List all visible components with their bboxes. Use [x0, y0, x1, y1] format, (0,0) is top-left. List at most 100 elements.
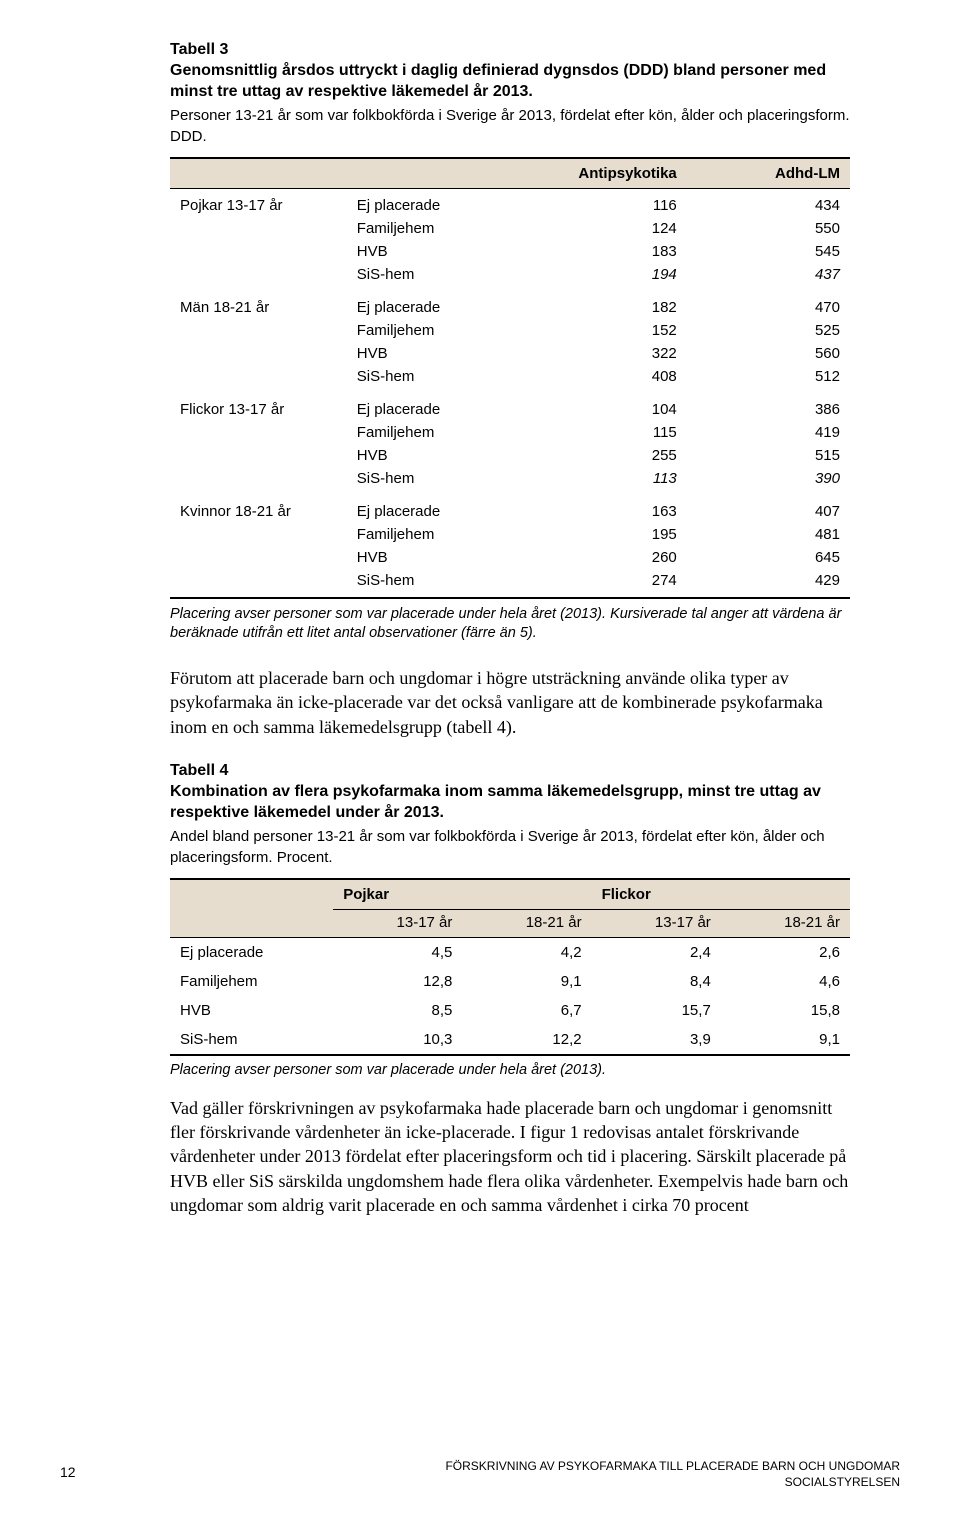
table-row: SiS-hem113390: [170, 467, 850, 495]
cell-value: 163: [524, 495, 687, 523]
row-name: HVB: [347, 444, 524, 467]
row-name: Familjehem: [347, 319, 524, 342]
table-row: HVB322560: [170, 342, 850, 365]
table-row: HVB260645: [170, 546, 850, 569]
footer-line2: SOCIALSTYRELSEN: [785, 1475, 900, 1489]
table3-title: Genomsnittlig årsdos uttryckt i daglig d…: [170, 62, 826, 100]
page-number: 12: [60, 1464, 76, 1480]
cell-value: 4,2: [462, 937, 591, 967]
table3-label: Tabell 3: [170, 41, 228, 58]
group-label: Män 18-21 år: [170, 291, 347, 319]
table-row: Familjehem115419: [170, 421, 850, 444]
table-row: Familjehem12,89,18,44,6: [170, 967, 850, 996]
row-name: Familjehem: [347, 217, 524, 240]
group-label: Flickor 13-17 år: [170, 393, 347, 421]
table-row: Familjehem124550: [170, 217, 850, 240]
row-name: HVB: [170, 996, 333, 1025]
table3-sub: Personer 13-21 år som var folkbokförda i…: [170, 106, 850, 147]
table4-title: Kombination av flera psykofarmaka inom s…: [170, 783, 821, 821]
row-name: Ej placerade: [347, 495, 524, 523]
row-name: Familjehem: [347, 523, 524, 546]
group-label: [170, 569, 347, 598]
row-name: HVB: [347, 240, 524, 263]
cell-value: 512: [687, 365, 850, 393]
table4: Pojkar Flickor 13-17 år 18-21 år 13-17 å…: [170, 878, 850, 1056]
cell-value: 274: [524, 569, 687, 598]
t4-sub2: 18-21 år: [462, 909, 591, 937]
group-label: [170, 319, 347, 342]
cell-value: 9,1: [462, 967, 591, 996]
cell-value: 6,7: [462, 996, 591, 1025]
table-row: Flickor 13-17 årEj placerade104386: [170, 393, 850, 421]
cell-value: 407: [687, 495, 850, 523]
cell-value: 9,1: [721, 1025, 850, 1055]
table-row: SiS-hem274429: [170, 569, 850, 598]
cell-value: 560: [687, 342, 850, 365]
row-name: Ej placerade: [347, 393, 524, 421]
group-label: [170, 217, 347, 240]
cell-value: 545: [687, 240, 850, 263]
cell-value: 419: [687, 421, 850, 444]
cell-value: 8,5: [333, 996, 462, 1025]
cell-value: 12,2: [462, 1025, 591, 1055]
row-name: Ej placerade: [347, 291, 524, 319]
cell-value: 2,6: [721, 937, 850, 967]
row-name: SiS-hem: [347, 569, 524, 598]
row-name: Ej placerade: [347, 188, 524, 217]
table4-note: Placering avser personer som var placera…: [170, 1062, 850, 1078]
row-name: Familjehem: [170, 967, 333, 996]
group-label: [170, 421, 347, 444]
page-footer: 12 FÖRSKRIVNING AV PSYKOFARMAKA TILL PLA…: [0, 1458, 960, 1490]
cell-value: 434: [687, 188, 850, 217]
cell-value: 116: [524, 188, 687, 217]
group-label: [170, 523, 347, 546]
table3-caption: Tabell 3 Genomsnittlig årsdos uttryckt i…: [170, 40, 850, 102]
row-name: Familjehem: [347, 421, 524, 444]
table-row: HVB183545: [170, 240, 850, 263]
row-name: SiS-hem: [170, 1025, 333, 1055]
group-label: [170, 546, 347, 569]
cell-value: 550: [687, 217, 850, 240]
cell-value: 255: [524, 444, 687, 467]
t3-col2: Adhd-LM: [687, 158, 850, 189]
row-name: SiS-hem: [347, 365, 524, 393]
cell-value: 260: [524, 546, 687, 569]
group-label: Kvinnor 18-21 år: [170, 495, 347, 523]
cell-value: 2,4: [592, 937, 721, 967]
cell-value: 470: [687, 291, 850, 319]
cell-value: 12,8: [333, 967, 462, 996]
table3-note: Placering avser personer som var placera…: [170, 605, 850, 644]
cell-value: 195: [524, 523, 687, 546]
cell-value: 15,8: [721, 996, 850, 1025]
cell-value: 4,6: [721, 967, 850, 996]
table-row: HVB255515: [170, 444, 850, 467]
group-label: Pojkar 13-17 år: [170, 188, 347, 217]
cell-value: 408: [524, 365, 687, 393]
t4-sub3: 13-17 år: [592, 909, 721, 937]
cell-value: 113: [524, 467, 687, 495]
group-label: [170, 365, 347, 393]
footer-line1: FÖRSKRIVNING AV PSYKOFARMAKA TILL PLACER…: [445, 1459, 900, 1473]
table4-caption: Tabell 4 Kombination av flera psykofarma…: [170, 761, 850, 823]
row-name: SiS-hem: [347, 263, 524, 291]
cell-value: 3,9: [592, 1025, 721, 1055]
t4-grp2: Flickor: [592, 879, 850, 910]
cell-value: 183: [524, 240, 687, 263]
table-row: SiS-hem194437: [170, 263, 850, 291]
group-label: [170, 240, 347, 263]
table-row: Ej placerade4,54,22,42,6: [170, 937, 850, 967]
cell-value: 104: [524, 393, 687, 421]
t3-col1: Antipsykotika: [524, 158, 687, 189]
group-label: [170, 342, 347, 365]
table-row: SiS-hem408512: [170, 365, 850, 393]
page: Tabell 3 Genomsnittlig årsdos uttryckt i…: [0, 0, 960, 1516]
table4-sub: Andel bland personer 13-21 år som var fo…: [170, 827, 850, 868]
table-row: SiS-hem10,312,23,99,1: [170, 1025, 850, 1055]
cell-value: 525: [687, 319, 850, 342]
cell-value: 8,4: [592, 967, 721, 996]
group-label: [170, 263, 347, 291]
t4-grp1: Pojkar: [333, 879, 591, 910]
table-row: Pojkar 13-17 årEj placerade116434: [170, 188, 850, 217]
row-name: SiS-hem: [347, 467, 524, 495]
row-name: HVB: [347, 546, 524, 569]
